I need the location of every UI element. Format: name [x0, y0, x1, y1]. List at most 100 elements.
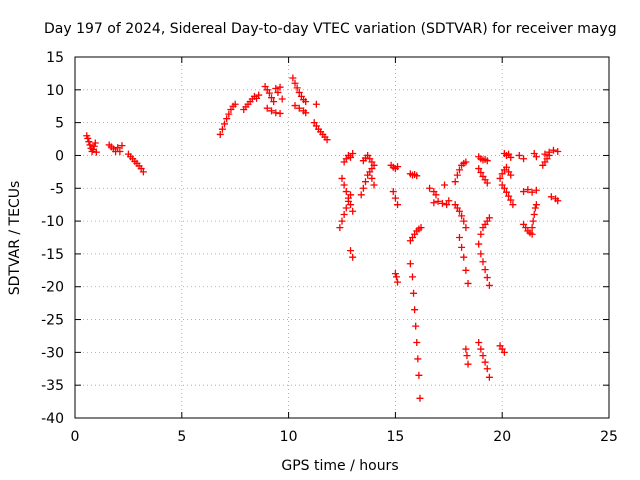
- data-point: [479, 352, 487, 360]
- data-point: [455, 234, 463, 241]
- y-tick-label: -10: [41, 214, 64, 230]
- y-tick-label: -25: [41, 313, 64, 329]
- data-point: [507, 196, 515, 204]
- data-point: [357, 191, 365, 199]
- data-point: [410, 289, 418, 297]
- data-point: [507, 171, 515, 179]
- data-point: [85, 138, 93, 146]
- gridlines: [75, 57, 609, 418]
- data-point: [530, 211, 538, 219]
- data-point: [438, 199, 446, 207]
- data-point: [554, 197, 562, 205]
- data-point: [432, 191, 440, 199]
- y-tick-label: 10: [46, 83, 64, 99]
- data-point: [520, 188, 528, 196]
- data-point: [265, 89, 273, 97]
- data-point: [481, 358, 489, 366]
- data-point: [344, 197, 352, 205]
- data-point: [475, 339, 483, 347]
- data-point: [462, 266, 470, 274]
- data-point: [532, 201, 540, 209]
- axis-ticks: 0 5 10 15 20 25 15 10 5 0 -5 -10 -15 -20 -25 -30 -35 -40: [41, 50, 618, 445]
- data-point: [554, 148, 562, 156]
- data-point: [323, 136, 331, 144]
- data-point: [498, 170, 506, 178]
- y-axis-label: SDTVAR / TECUs: [7, 181, 23, 296]
- data-point: [532, 153, 540, 161]
- data-point: [475, 240, 483, 248]
- data-point: [349, 253, 357, 261]
- x-tick-label: 10: [280, 429, 298, 445]
- y-tick-label: -5: [50, 181, 64, 197]
- data-point: [529, 217, 537, 225]
- data-point: [338, 174, 346, 182]
- data-point: [483, 179, 491, 187]
- data-point: [347, 191, 355, 199]
- data-point: [483, 157, 491, 165]
- data-point: [445, 197, 453, 205]
- data-point: [545, 151, 553, 159]
- plot-area: [75, 57, 609, 418]
- data-point: [500, 348, 508, 356]
- data-point: [359, 184, 367, 192]
- data-point: [430, 199, 438, 207]
- data-point: [268, 107, 276, 115]
- data-point: [293, 84, 301, 92]
- data-point: [532, 186, 540, 194]
- data-point: [453, 171, 461, 179]
- data-point: [92, 148, 100, 156]
- data-point: [475, 165, 483, 173]
- data-point: [90, 142, 98, 150]
- data-point: [289, 74, 297, 82]
- data-point: [276, 109, 284, 117]
- data-point: [462, 224, 470, 232]
- data-point: [86, 141, 94, 149]
- data-point: [116, 148, 124, 156]
- data-point: [342, 188, 350, 196]
- data-point: [455, 207, 463, 215]
- data-point: [481, 266, 489, 274]
- data-point: [413, 339, 421, 347]
- data-point: [391, 194, 399, 202]
- x-tick-label: 15: [386, 429, 404, 445]
- data-point: [541, 150, 549, 158]
- data-point: [342, 204, 350, 212]
- data-point: [340, 211, 348, 219]
- data-point: [361, 178, 369, 186]
- data-point: [408, 273, 416, 281]
- data-point: [340, 181, 348, 189]
- data-point: [312, 100, 320, 108]
- data-point: [415, 371, 423, 379]
- data-point: [91, 139, 99, 147]
- data-point: [347, 153, 355, 161]
- data-point: [394, 163, 402, 171]
- data-point: [349, 149, 357, 157]
- data-point: [231, 100, 239, 108]
- data-point: [223, 115, 231, 123]
- data-point: [295, 104, 303, 112]
- data-point: [531, 204, 539, 212]
- data-point: [528, 230, 536, 238]
- data-point: [509, 201, 517, 209]
- data-point: [118, 142, 126, 150]
- data-point: [485, 214, 493, 222]
- data-point: [216, 130, 224, 138]
- data-point: [368, 174, 376, 182]
- data-point: [462, 158, 470, 166]
- data-point: [502, 188, 510, 196]
- data-point: [483, 274, 491, 282]
- data-point: [347, 247, 355, 255]
- x-tick-label: 25: [600, 429, 618, 445]
- data-point: [225, 110, 233, 118]
- y-tick-label: 5: [55, 116, 64, 132]
- data-point: [412, 322, 420, 330]
- data-point: [520, 155, 528, 163]
- data-point: [485, 281, 493, 289]
- data-point: [485, 373, 493, 381]
- data-point: [463, 352, 471, 360]
- data-point: [477, 230, 485, 238]
- data-point: [547, 193, 555, 201]
- data-point: [479, 258, 487, 266]
- data-point: [460, 253, 468, 261]
